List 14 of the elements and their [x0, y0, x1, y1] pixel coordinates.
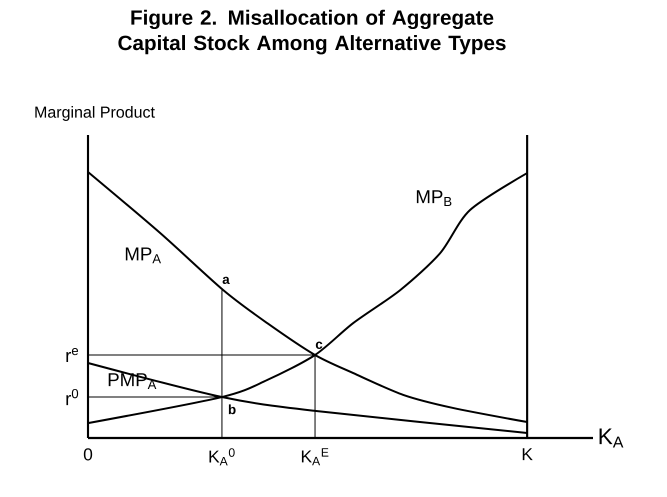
annotation: b — [228, 404, 236, 414]
y-axis-title: Marginal Product — [35, 106, 155, 121]
x-tick-label: K$_{A}$0 — [209, 448, 235, 466]
annotation: c — [316, 342, 322, 349]
x-axis-title: K$_{A}$ — [600, 428, 624, 448]
annotation: a — [222, 276, 230, 284]
x-tick-label: 0 — [84, 448, 92, 460]
annotation: r$^{0}$ — [66, 388, 78, 406]
x-tick-label: K$_{A}$E — [302, 448, 328, 466]
x-tick-label: K — [522, 448, 533, 460]
series-label: MP$_{A}$ — [126, 247, 162, 264]
series-label: MP$_{B}$ — [416, 190, 452, 206]
annotation: r$^{e}$ — [66, 348, 78, 362]
chart-title: Figure 2. Misallocation of Aggregate Capital Stock Among Alternative Types — [118, 10, 506, 54]
